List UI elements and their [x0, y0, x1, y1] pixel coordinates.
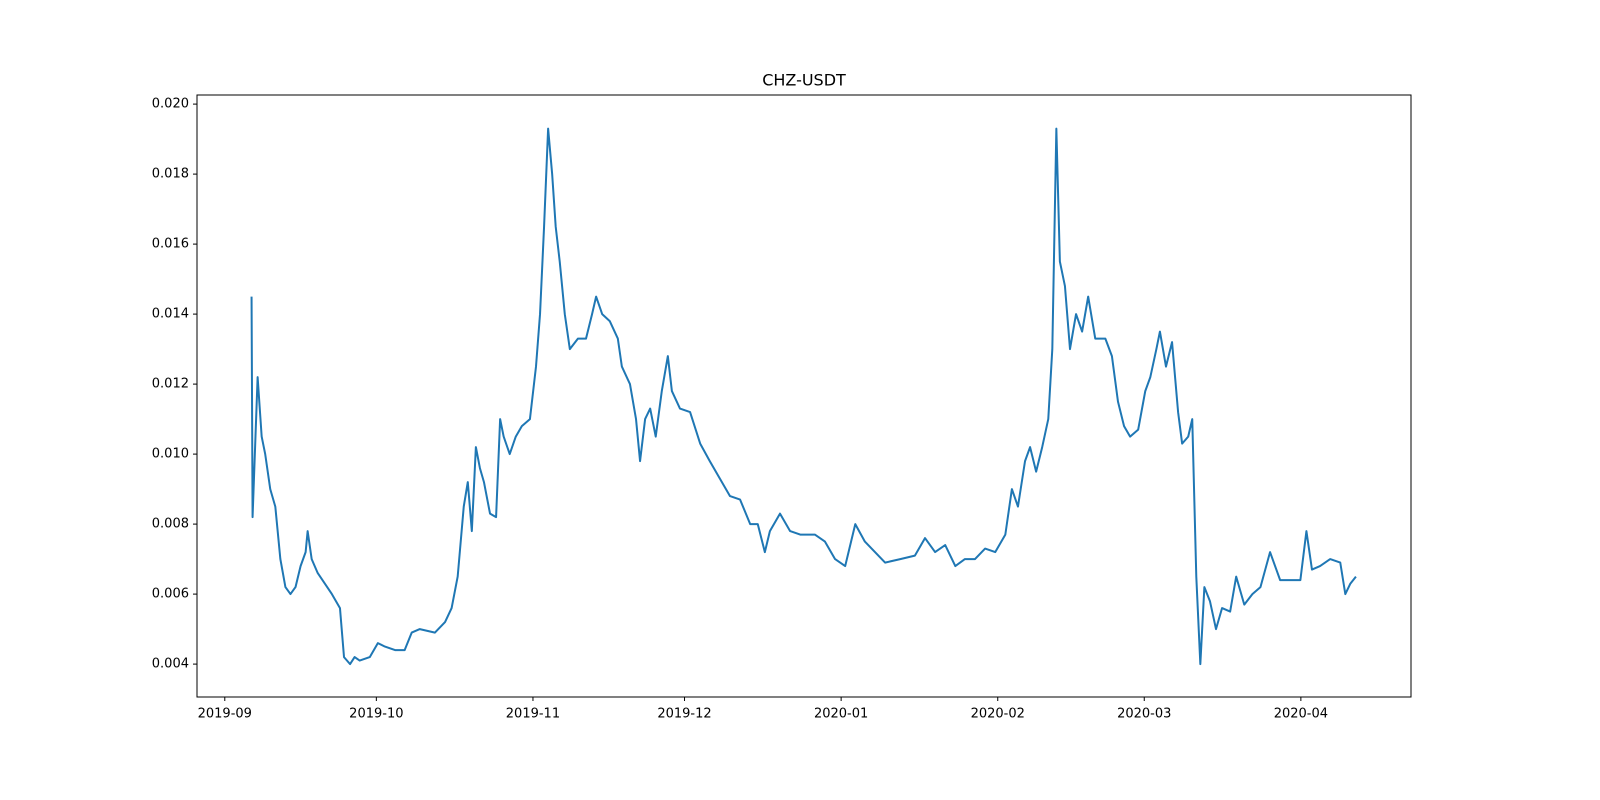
y-tick-label: 0.004 [152, 657, 189, 672]
y-tick-label: 0.010 [152, 447, 189, 462]
price-line [250, 127, 1357, 666]
y-tick-label: 0.020 [152, 97, 189, 112]
chart-title: CHZ-USDT [762, 71, 846, 90]
x-tick-label: 2019-11 [506, 707, 560, 722]
x-tick-label: 2020-03 [1117, 707, 1171, 722]
y-tick-label: 0.008 [152, 517, 189, 532]
x-tick-label: 2020-02 [971, 707, 1025, 722]
x-tick-label: 2019-09 [198, 707, 252, 722]
x-tick-label: 2019-12 [657, 707, 711, 722]
y-tick-label: 0.016 [152, 237, 189, 252]
y-tick-label: 0.014 [152, 307, 189, 322]
y-tick-label: 0.018 [152, 167, 189, 182]
x-tick-label: 2020-01 [814, 707, 868, 722]
y-tick-label: 0.012 [152, 377, 189, 392]
x-tick-label: 2019-10 [349, 707, 403, 722]
plot-frame [196, 94, 1412, 698]
y-tick-label: 0.006 [152, 587, 189, 602]
x-tick-label: 2020-04 [1274, 707, 1328, 722]
